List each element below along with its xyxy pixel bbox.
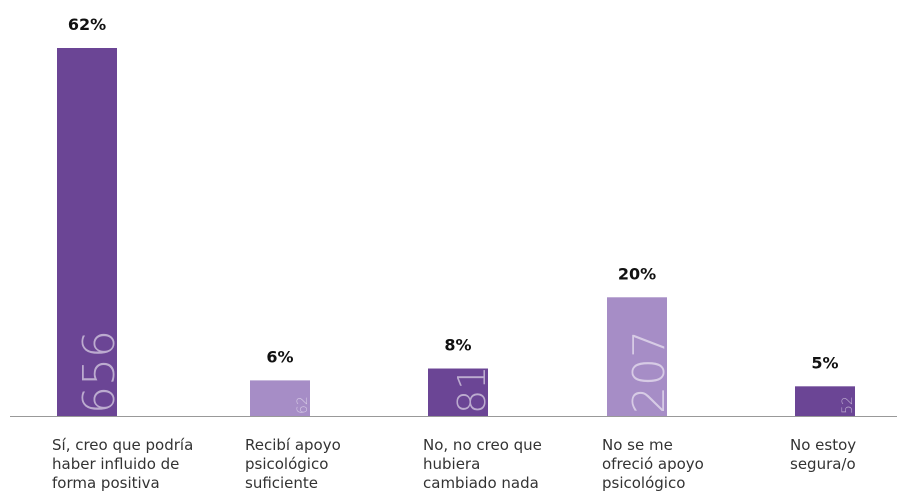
bar <box>250 380 310 416</box>
value-label: 20% <box>618 264 656 283</box>
value-label: 62% <box>68 15 106 34</box>
count-label: 81 <box>450 366 494 414</box>
bar <box>57 48 117 416</box>
bar <box>607 297 667 416</box>
value-label: 5% <box>811 353 838 372</box>
category-label: Sí, creo que podría haber influido de fo… <box>52 436 194 492</box>
count-label: 656 <box>74 330 125 414</box>
category-label: No estoy segura/o <box>790 436 857 473</box>
bar <box>428 368 488 416</box>
category-label: No se me ofreció apoyo psicológico <box>602 436 704 492</box>
count-label: 207 <box>624 330 675 414</box>
value-label: 6% <box>266 347 293 366</box>
category-label: No, no creo que hubiera cambiado nada <box>423 436 542 492</box>
value-label: 8% <box>444 336 471 355</box>
bar <box>795 386 855 416</box>
count-label: 52 <box>840 396 856 414</box>
category-label: Recibí apoyo psicológico suficiente <box>245 436 341 492</box>
count-label: 62 <box>295 396 311 414</box>
